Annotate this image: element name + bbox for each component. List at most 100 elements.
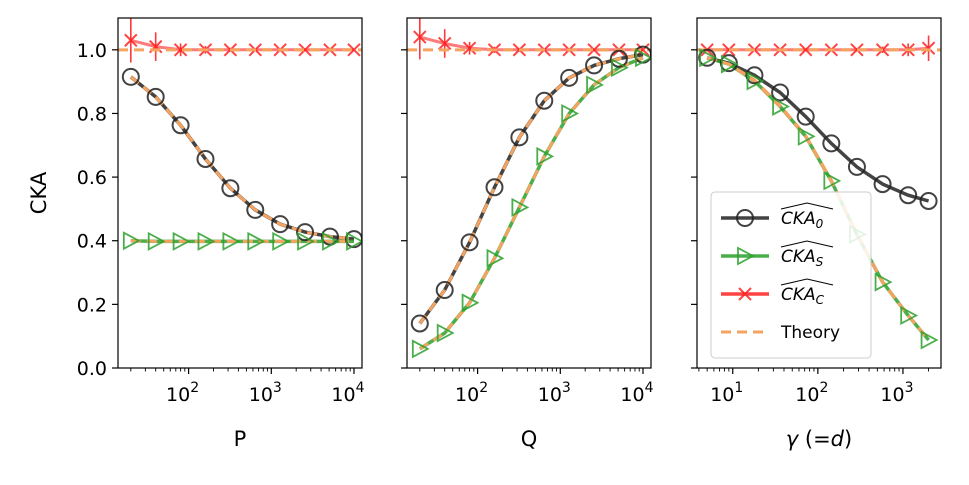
panel-1-data: [118, 18, 362, 251]
theory-line-s: [130, 239, 354, 243]
legend-label: CKAC: [781, 285, 825, 307]
legend-label: CKAS: [781, 247, 824, 269]
x-tick-label: 104: [331, 380, 364, 406]
cka-s-marker: [461, 293, 480, 313]
cka-0-marker: [560, 68, 579, 87]
cka-s-marker: [272, 231, 291, 251]
cka-s-marker: [635, 48, 651, 68]
x-tick-label: 103: [249, 380, 282, 406]
cka-0-marker: [320, 227, 339, 246]
cka-0-marker: [510, 128, 529, 147]
cka-s-marker: [536, 146, 555, 166]
cka-s-marker: [297, 231, 315, 251]
cka-s-marker: [247, 231, 266, 251]
cka-s-marker: [611, 58, 629, 78]
cka-s-marker: [720, 54, 739, 74]
cka-s-marker: [874, 272, 893, 292]
cka-c-marker: [437, 36, 452, 51]
cka-c-marker: [124, 33, 138, 47]
panel-3-data: [697, 35, 941, 350]
cka-0-marker: [919, 191, 938, 210]
cka-s-marker: [746, 71, 765, 91]
cka-s-marker: [222, 231, 241, 251]
cka-s-marker: [346, 231, 362, 251]
x-tick-label: 101: [710, 380, 743, 406]
panel-1-frame: [117, 17, 363, 369]
cka-s-marker: [436, 323, 455, 343]
x-tick-label: 102: [455, 380, 488, 406]
y-axis-label: CKA: [27, 171, 51, 214]
legend-entry-cka0: CKA0: [721, 202, 834, 231]
cka-s-marker: [900, 306, 919, 325]
cka-0-marker: [146, 87, 165, 106]
x-tick-label: 104: [620, 380, 653, 406]
cka-s-marker: [797, 126, 816, 146]
cka-s-marker: [486, 248, 505, 268]
panel-3: 101 102 103 γ (=d): [691, 17, 942, 451]
cka-c-marker: [850, 43, 864, 57]
legend-swatch-marker: [738, 287, 752, 301]
panel-2: 102 103 104 Q: [401, 17, 654, 451]
legend-label: CKA0: [781, 209, 824, 231]
cka-c-marker: [587, 43, 601, 57]
cka-0-line: [129, 75, 355, 241]
cka-s-marker: [823, 171, 842, 191]
panel-3-frame: [696, 17, 942, 369]
cka-0-marker: [435, 281, 454, 300]
cka-c-marker: [413, 30, 427, 44]
y-tick-label: 0.0: [77, 358, 107, 380]
cka-s-marker: [322, 231, 340, 251]
cka-s-marker: [411, 339, 430, 359]
cka-c-marker: [347, 43, 361, 57]
y-tick-label: 0.4: [77, 231, 107, 253]
cka-s-marker: [147, 231, 166, 251]
cka-s-marker: [172, 231, 191, 251]
cka-s-marker: [920, 330, 939, 350]
cka-0-marker: [460, 233, 479, 252]
panel-1: 0.0 0.2 0.4 0.6 0.8 1.0 102 103 104 P CKA: [27, 17, 365, 451]
legend: CKA0 CKAS CKAC Theory: [710, 191, 872, 359]
cka-c-marker: [722, 43, 736, 57]
theory-line-0: [418, 53, 644, 325]
cka-s-marker: [561, 103, 580, 123]
cka-0-line: [418, 52, 644, 325]
cka-0-marker: [271, 215, 290, 234]
cka-0-marker: [171, 116, 190, 135]
x-tick-label: 102: [795, 380, 828, 406]
theory-line-s: [706, 56, 930, 341]
panel-2-frame: [406, 17, 652, 369]
legend-entry-ckas: CKAS: [721, 240, 834, 269]
cka-0-marker: [771, 83, 790, 102]
legend-hat: [780, 202, 834, 210]
panel-3-xlabel: γ (=d): [786, 427, 852, 451]
cka-0-marker: [196, 149, 215, 168]
panel-2-xlabel: Q: [521, 427, 538, 451]
cka-0-marker: [535, 91, 554, 110]
cka-s-line: [418, 56, 644, 351]
cka-c-line: [130, 38, 354, 52]
cka-c-line: [419, 35, 643, 52]
cka-0-line: [706, 56, 930, 203]
cka-c-marker: [173, 43, 188, 57]
x-tick-label: 103: [538, 380, 571, 406]
cka-0-marker: [609, 49, 628, 68]
theory-line-0: [129, 75, 355, 241]
cka-0-marker: [221, 179, 240, 198]
cka-s-marker: [122, 231, 141, 251]
cka-0-marker: [899, 186, 918, 205]
cka-0-marker: [121, 67, 140, 86]
theory-line-s: [418, 56, 644, 351]
cka-0-marker: [745, 66, 764, 85]
cka-0-marker: [847, 157, 866, 176]
cka-s-marker: [699, 48, 718, 68]
cka-c-marker: [921, 41, 936, 55]
cka-s-marker: [511, 197, 530, 217]
y-tick-label: 1.0: [77, 40, 107, 62]
legend-label: Theory: [780, 323, 840, 343]
y-tick-label: 0.8: [77, 103, 107, 125]
legend-entry-theory: Theory: [721, 323, 840, 343]
cka-0-marker: [410, 314, 429, 333]
legend-hat: [780, 240, 834, 248]
cka-0-marker: [485, 178, 504, 197]
y-tick-label: 0.6: [77, 167, 107, 189]
